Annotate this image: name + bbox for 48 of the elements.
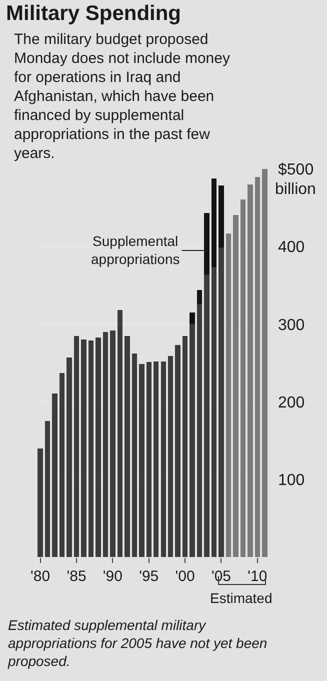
y-tick-label: 400 [278, 239, 305, 256]
bar [168, 356, 174, 557]
bar [248, 184, 253, 557]
bar [211, 178, 217, 267]
bar [52, 393, 58, 557]
x-tick-label: '85 [66, 568, 86, 585]
x-tick-label: '90 [102, 568, 122, 585]
x-tick-label: '05 [211, 568, 232, 585]
bar [204, 274, 210, 557]
bar [132, 354, 138, 557]
legend-label: Supplemental appropriations [91, 233, 180, 268]
y-tick-label: 200 [278, 394, 305, 412]
y-tick-label: $500 [278, 162, 314, 179]
y-tick-label: 100 [278, 472, 305, 489]
bar [233, 214, 238, 557]
chart-title: Military Spending [6, 2, 182, 26]
x-tick-label: '00 [175, 568, 195, 585]
bar [81, 340, 86, 557]
bar [102, 332, 108, 557]
text: Estimated supplemental military appropriations for 2005 have not yet been proposed. [8, 616, 268, 670]
x-tick-label: '95 [139, 568, 159, 585]
bar [117, 310, 123, 557]
bar [96, 337, 101, 557]
bar [218, 185, 224, 248]
bar [44, 421, 50, 557]
bar [175, 345, 180, 557]
bar [196, 304, 202, 557]
bar [196, 290, 202, 304]
y-tick-label: 300 [278, 316, 305, 334]
x-tick-label: '80 [30, 568, 50, 585]
bar [190, 312, 195, 324]
bar [254, 176, 260, 557]
bar [160, 361, 166, 557]
bar [226, 233, 232, 557]
text: Estimated [210, 590, 272, 606]
bar [240, 199, 246, 557]
bar [88, 340, 94, 557]
bar [139, 364, 144, 557]
bar [124, 336, 130, 557]
bar [154, 361, 159, 557]
bar [262, 169, 268, 557]
bar [66, 358, 72, 557]
chart-subtitle: The military budget proposed Monday does not include money for operations in Iraq and Afghanistan, which have been financed by supplemental appropriations in the past few years. [14, 30, 231, 163]
y-axis-title: billion [275, 181, 316, 198]
bar [204, 213, 210, 275]
bar [211, 266, 217, 557]
bar [190, 324, 195, 557]
bar [59, 373, 65, 557]
